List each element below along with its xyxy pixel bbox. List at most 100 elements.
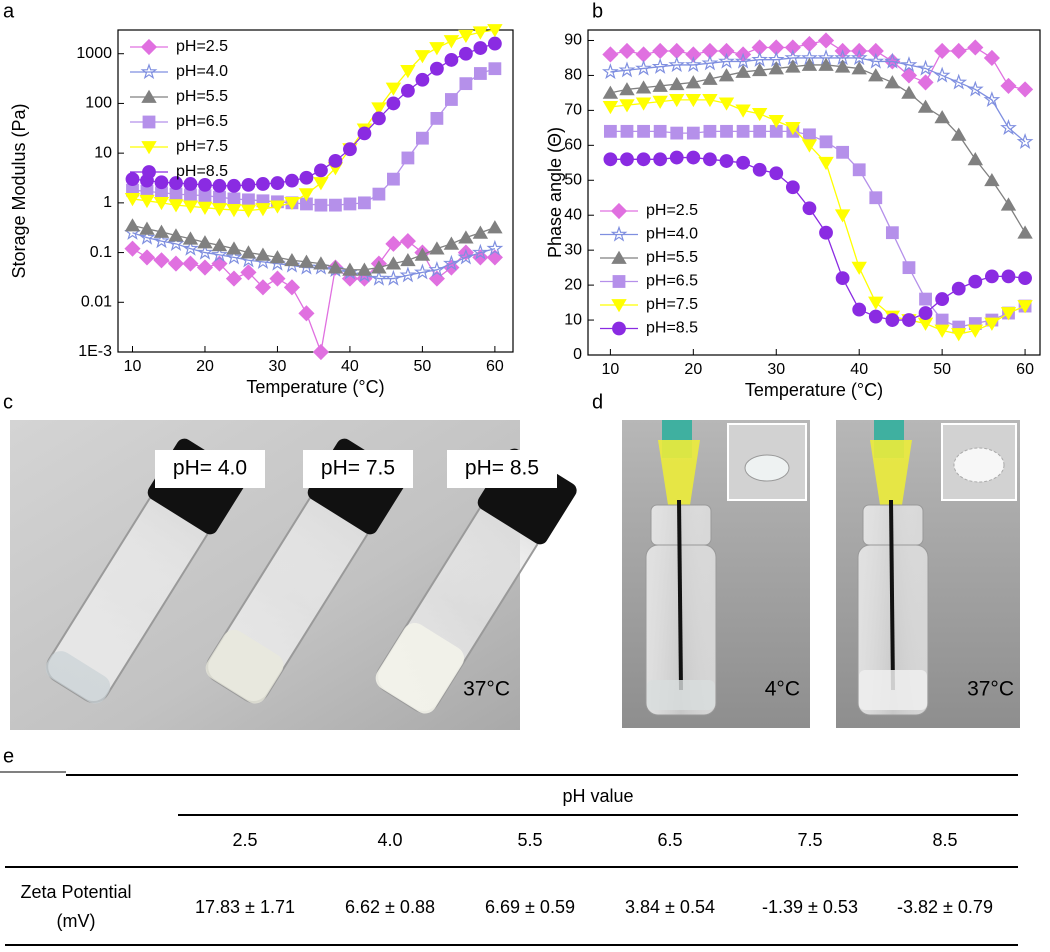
marker: [255, 247, 271, 261]
marker: [444, 53, 459, 67]
marker: [298, 305, 315, 322]
marker: [652, 78, 668, 92]
zeta-table: e pH value Zeta Potential (mV) 2.5 17.83 …: [0, 745, 1018, 946]
marker: [385, 256, 402, 270]
marker: [919, 292, 932, 306]
marker: [612, 321, 626, 336]
legend-text: pH=6.5: [176, 113, 228, 130]
marker: [385, 82, 402, 96]
marker: [834, 59, 851, 73]
legend-text: pH=4.0: [176, 63, 228, 80]
marker: [372, 187, 386, 201]
marker: [329, 198, 342, 212]
marker: [429, 241, 445, 255]
marker: [636, 152, 651, 167]
marker: [227, 178, 241, 193]
marker: [488, 62, 502, 76]
panel-letter: a: [3, 0, 15, 22]
marker: [226, 241, 242, 255]
y-tick-label: 90: [564, 32, 582, 49]
marker: [818, 156, 834, 171]
marker: [619, 82, 635, 96]
marker: [242, 193, 255, 207]
column-header: 2.5: [232, 830, 257, 850]
table-cell: 6.62 ± 0.88: [345, 897, 435, 917]
marker: [900, 67, 918, 84]
y-axis-label: Phase angle (Θ): [545, 127, 565, 258]
marker: [256, 177, 270, 191]
panel-letter: d: [592, 391, 603, 413]
marker: [1017, 81, 1034, 98]
table-cell: -1.39 ± 0.53: [762, 897, 858, 917]
marker: [934, 110, 950, 124]
marker: [284, 252, 300, 267]
marker: [900, 56, 918, 73]
marker: [902, 313, 916, 327]
marker: [240, 264, 257, 281]
y-tick-label: 20: [564, 276, 582, 293]
table-columns: 2.5 17.83 ± 1.71 4.0 6.62 ± 0.88 5.5 6.69 ± 0…: [195, 830, 993, 917]
marker: [984, 269, 999, 284]
marker: [211, 203, 228, 217]
marker: [211, 246, 228, 262]
marker: [385, 235, 402, 252]
marker: [473, 67, 487, 80]
marker: [686, 150, 701, 165]
marker: [602, 100, 619, 115]
marker: [950, 73, 968, 90]
marker: [602, 46, 619, 63]
marker: [819, 135, 833, 149]
legend-text: pH=6.5: [646, 273, 698, 290]
marker: [487, 24, 503, 38]
marker: [153, 196, 170, 211]
row-label: Zeta Potential: [20, 882, 131, 902]
marker: [141, 141, 157, 155]
x-axis-label: Temperature (°C): [745, 380, 883, 400]
marker: [255, 203, 271, 217]
column-header: 6.5: [657, 830, 682, 850]
marker: [357, 126, 372, 141]
marker: [685, 93, 702, 108]
x-tick-label: 40: [341, 358, 359, 375]
marker: [653, 152, 668, 167]
label-box: [447, 450, 557, 488]
marker: [169, 176, 183, 190]
marker: [1000, 77, 1017, 94]
label-box: [155, 450, 265, 488]
marker: [283, 279, 301, 296]
marker: [867, 52, 885, 69]
marker: [869, 191, 883, 205]
marker: [868, 296, 884, 310]
marker: [124, 218, 141, 232]
marker: [983, 91, 1001, 108]
marker: [459, 77, 473, 91]
marker: [124, 193, 141, 207]
column-header: 4.0: [377, 830, 402, 850]
panel-letter: b: [592, 0, 603, 22]
marker: [167, 255, 185, 272]
legend-text: pH=8.5: [646, 320, 698, 337]
photo-label: 37°C: [967, 678, 1014, 701]
marker: [154, 175, 169, 190]
marker: [313, 256, 329, 270]
marker: [635, 80, 652, 94]
marker: [443, 35, 460, 49]
marker: [734, 52, 752, 69]
marker: [168, 228, 184, 242]
y-tick-label: 30: [564, 241, 582, 258]
chart: a 1E-3 0.01 0.1 1 10 100 1000 10 20 30 40 50 60 Temper…: [3, 0, 514, 397]
marker: [124, 240, 141, 257]
marker: [653, 124, 667, 138]
marker: [618, 42, 636, 60]
table-header: pH value: [562, 786, 633, 806]
marker: [718, 97, 735, 111]
marker: [752, 162, 767, 177]
marker: [620, 152, 634, 167]
marker: [314, 163, 328, 178]
marker: [803, 128, 816, 142]
marker: [751, 50, 769, 67]
column-header: 5.5: [517, 830, 542, 850]
marker: [153, 232, 170, 249]
y-tick-label: 1: [103, 194, 112, 211]
